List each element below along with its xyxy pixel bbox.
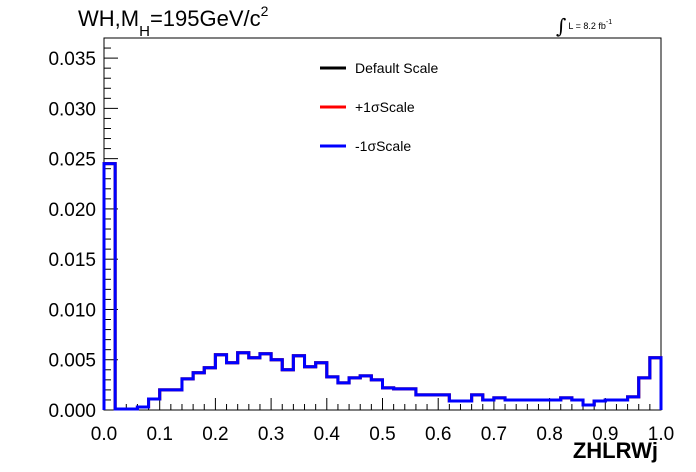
x-tick-label: 0.8: [536, 424, 562, 445]
x-tick-label: 0.5: [369, 424, 395, 445]
y-tick-label: 0.005: [48, 351, 96, 372]
x-tick-label: 0.9: [592, 424, 618, 445]
title-subscript: H: [139, 23, 150, 40]
x-tick-label: 0.3: [258, 424, 284, 445]
luminosity-label: ∫ L = 8.2 fb-1: [556, 10, 613, 38]
x-tick-label: 0.0: [91, 424, 117, 445]
plot-frame: [103, 37, 662, 411]
histogram-series-line: [102, 162, 663, 411]
y-tick-label: 0.030: [48, 99, 96, 120]
x-tick-label: 0.7: [481, 424, 507, 445]
x-tick-label: 0.1: [146, 424, 172, 445]
y-tick-label: 0.015: [48, 250, 96, 271]
x-tick-label: 0.2: [202, 424, 228, 445]
luminosity-unit-superscript: -1: [605, 19, 613, 26]
x-tick-label: 0.6: [425, 424, 451, 445]
integral-symbol: ∫: [556, 14, 567, 38]
x-tick-label: 0.4: [314, 424, 341, 445]
title-superscript: 2: [260, 3, 269, 19]
y-tick-label: 0.000: [48, 401, 96, 422]
histogram-series-line: [102, 162, 663, 411]
title-prefix: WH,M: [78, 6, 140, 31]
plot-title: WH,MH=195GeV/c2: [78, 3, 269, 40]
title-mid: =195GeV/c: [149, 6, 261, 31]
histogram-series-line: [102, 162, 663, 411]
x-tick-label: 1.0: [648, 424, 674, 445]
legend-label: Default Scale: [355, 60, 438, 76]
y-tick-label: 0.025: [48, 150, 96, 171]
legend-label: +1σScale: [355, 99, 415, 115]
y-tick-label: 0.020: [48, 200, 96, 221]
y-tick-label: 0.010: [48, 300, 96, 321]
legend-label: -1σScale: [355, 138, 411, 154]
y-tick-label: 0.035: [48, 49, 96, 70]
x-axis-label: ZHLRWj: [572, 438, 658, 463]
luminosity-text: L = 8.2 fb: [568, 21, 606, 31]
